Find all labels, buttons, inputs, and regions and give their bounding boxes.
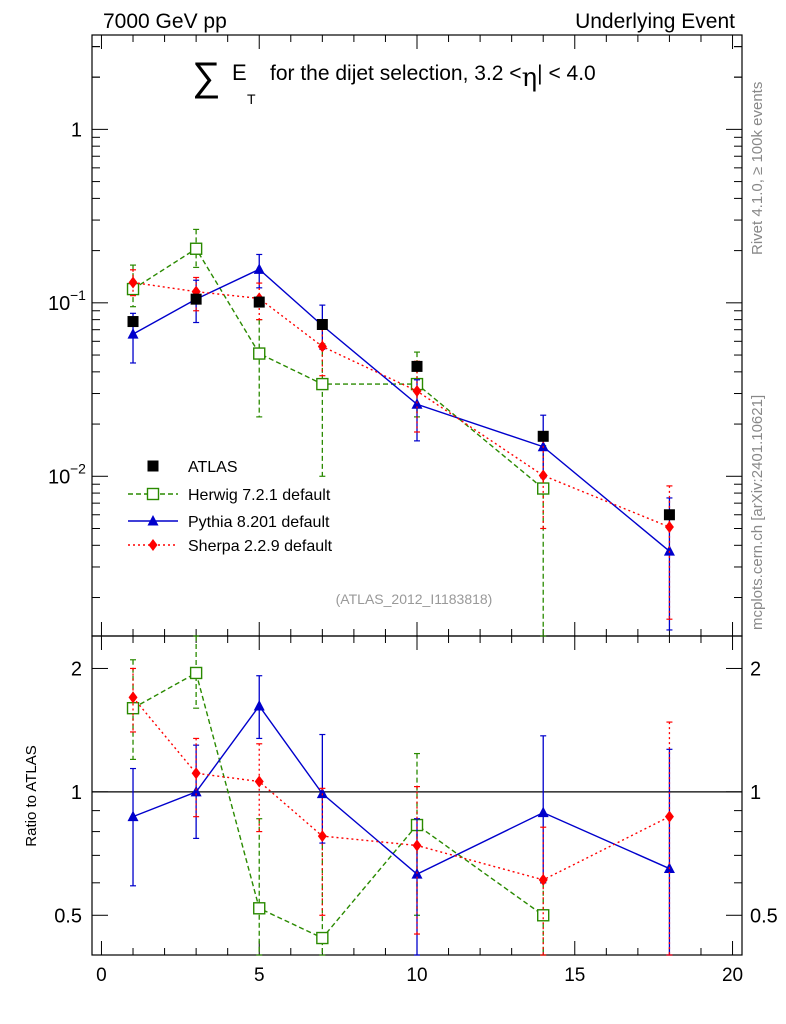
legend-atlas-marker bbox=[147, 460, 159, 472]
ratio-herwig-line bbox=[132, 671, 544, 939]
legend-sherpa-label: Sherpa 2.2.9 default bbox=[188, 538, 333, 555]
ratio-pythia-point bbox=[127, 810, 139, 822]
ratio-sherpa-point bbox=[254, 775, 264, 788]
main-series-atlas bbox=[127, 293, 675, 521]
legend: ATLAS Herwig 7.2.1 default Pythia 8.201 de… bbox=[128, 459, 333, 555]
main-series-herwig bbox=[126, 228, 550, 637]
title-eta-symbol: η bbox=[522, 63, 538, 93]
main-sherpa-point bbox=[317, 340, 327, 353]
ratio-series-sherpa bbox=[128, 667, 674, 956]
ratio-pythia-point bbox=[253, 699, 265, 711]
ratio-y-tick-label: 2 bbox=[71, 658, 82, 680]
ratio-sherpa-line bbox=[132, 696, 670, 881]
ratio-y-tick-label: 1 bbox=[71, 782, 82, 804]
main-herwig-point bbox=[316, 377, 329, 391]
ratio-series-layer bbox=[126, 635, 675, 956]
ratio-y-tick-label-right: 0.5 bbox=[750, 905, 778, 927]
mcplots-label: mcplots.cern.ch [arXiv:2401.10621] bbox=[749, 395, 766, 630]
x-tick-label: 5 bbox=[254, 965, 265, 986]
main-y-tick-exponent: −1 bbox=[70, 287, 86, 303]
header-process-label: Underlying Event bbox=[575, 10, 735, 33]
main-pythia-point bbox=[411, 398, 423, 409]
x-tick-label: 20 bbox=[722, 965, 743, 986]
ratio-herwig-point bbox=[316, 931, 329, 945]
title-sigma-symbol: ∑ bbox=[192, 55, 221, 99]
analysis-id-label: (ATLAS_2012_I1183818) bbox=[336, 591, 493, 607]
ratio-pythia-line bbox=[132, 704, 670, 875]
legend-herwig-label: Herwig 7.2.1 default bbox=[188, 487, 331, 504]
rivet-version-label: Rivet 4.1.0, ≥ 100k events bbox=[749, 82, 766, 255]
ratio-sherpa-point bbox=[128, 691, 138, 704]
main-sherpa-point bbox=[412, 385, 422, 398]
x-tick-label: 0 bbox=[96, 965, 107, 986]
legend-sherpa-marker bbox=[148, 539, 158, 551]
main-pythia-point bbox=[663, 545, 675, 556]
main-pythia-point bbox=[253, 263, 265, 274]
main-atlas-point bbox=[411, 360, 423, 372]
title-et-subscript: T bbox=[247, 91, 256, 107]
x-tick-label: 10 bbox=[406, 965, 427, 986]
main-atlas-point bbox=[663, 509, 675, 521]
ratio-pythia-point bbox=[316, 787, 328, 799]
main-series-sherpa bbox=[128, 269, 674, 620]
ratio-sherpa-point bbox=[317, 830, 327, 843]
main-series-pythia bbox=[127, 253, 675, 631]
main-atlas-point bbox=[127, 316, 139, 328]
main-herwig-point bbox=[189, 242, 203, 255]
ratio-herwig-point bbox=[189, 666, 203, 680]
legend-pythia-label: Pythia 8.201 default bbox=[188, 514, 330, 531]
main-atlas-point bbox=[190, 293, 202, 305]
main-herwig-line bbox=[132, 247, 544, 490]
legend-atlas-label: ATLAS bbox=[188, 459, 238, 476]
ratio-y-tick-label-right: 1 bbox=[750, 782, 761, 804]
main-y-tick-label: 10 bbox=[48, 293, 70, 315]
legend-herwig-marker bbox=[146, 487, 160, 501]
main-sherpa-point bbox=[664, 521, 674, 534]
ratio-y-axis-label: Ratio to ATLAS bbox=[23, 745, 40, 846]
main-atlas-point bbox=[253, 296, 265, 308]
title-text: for the dijet selection, 3.2 <η| < 4.0 bbox=[270, 62, 596, 93]
main-series-layer bbox=[126, 228, 675, 637]
ratio-herwig-point bbox=[253, 902, 266, 915]
main-y-tick-label: 10 bbox=[48, 466, 70, 488]
ratio-sherpa-point bbox=[191, 767, 201, 780]
ratio-herwig-point bbox=[537, 909, 550, 922]
main-atlas-point bbox=[537, 430, 549, 442]
main-herwig-point bbox=[253, 347, 266, 360]
header-energy-label: 7000 GeV pp bbox=[103, 10, 227, 33]
main-herwig-point bbox=[537, 482, 550, 495]
ratio-sherpa-point bbox=[538, 873, 548, 886]
main-y-tick-label: 1 bbox=[71, 119, 82, 141]
main-atlas-point bbox=[316, 318, 328, 330]
ratio-pythia-point bbox=[190, 785, 202, 797]
main-sherpa-point bbox=[128, 276, 138, 289]
main-pythia-point bbox=[127, 328, 139, 339]
main-y-tick-exponent: −2 bbox=[70, 460, 86, 476]
ratio-pythia-point bbox=[537, 806, 549, 818]
x-tick-label: 15 bbox=[564, 965, 585, 986]
main-pythia-line bbox=[132, 268, 670, 552]
ratio-series-herwig bbox=[126, 635, 550, 956]
ratio-y-tick-label-right: 2 bbox=[750, 658, 761, 680]
ratio-y-tick-label: 0.5 bbox=[54, 905, 82, 927]
main-sherpa-point bbox=[538, 469, 548, 482]
ratio-sherpa-point bbox=[664, 810, 674, 823]
ratio-series-pythia bbox=[127, 675, 675, 956]
legend-pythia-marker bbox=[147, 515, 159, 526]
ratio-sherpa-point bbox=[412, 839, 422, 852]
title-et-letter: E bbox=[232, 60, 247, 85]
